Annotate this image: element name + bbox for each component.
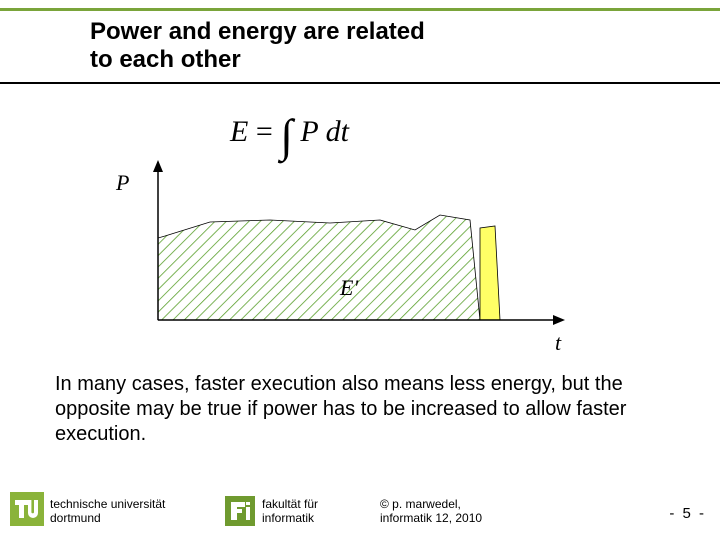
copy-line2: informatik 12, 2010 [380,512,482,526]
y-axis-arrow [153,160,163,172]
fi-logo [225,496,255,526]
energy-area-hatch [158,215,480,320]
fak-line2: informatik [262,512,318,526]
copy-line1: © p. marwedel, [380,498,482,512]
x-axis-label: t [555,330,561,356]
area-label: E' [340,275,358,301]
x-axis-arrow [553,315,565,325]
page-number: - 5 - [669,505,706,522]
copyright: © p. marwedel, informatik 12, 2010 [380,498,482,526]
footer: technische universität dortmund fakultät… [0,490,720,532]
tu-logo [10,492,44,526]
faculty-name: fakultät für informatik [262,498,318,526]
uni-line1: technische universität [50,498,165,512]
integral-sign: ∫ [280,118,293,155]
eq-equals: = [256,115,280,148]
uni-line2: dortmund [50,512,165,526]
top-green-rule [0,8,720,11]
eq-lhs: E [230,115,248,148]
energy-area-yellow [480,226,500,320]
university-name: technische universität dortmund [50,498,165,526]
eq-diff: dt [326,115,349,148]
y-axis-label: P [116,170,129,196]
slide-title: Power and energy are related to each oth… [90,18,450,75]
power-time-chart [140,160,570,340]
fak-line1: fakultät für [262,498,318,512]
body-paragraph: In many cases, faster execution also mea… [55,372,665,447]
energy-equation: E = ∫ P dt [230,115,349,155]
title-underline [0,82,720,84]
eq-integrand: P [300,115,318,148]
